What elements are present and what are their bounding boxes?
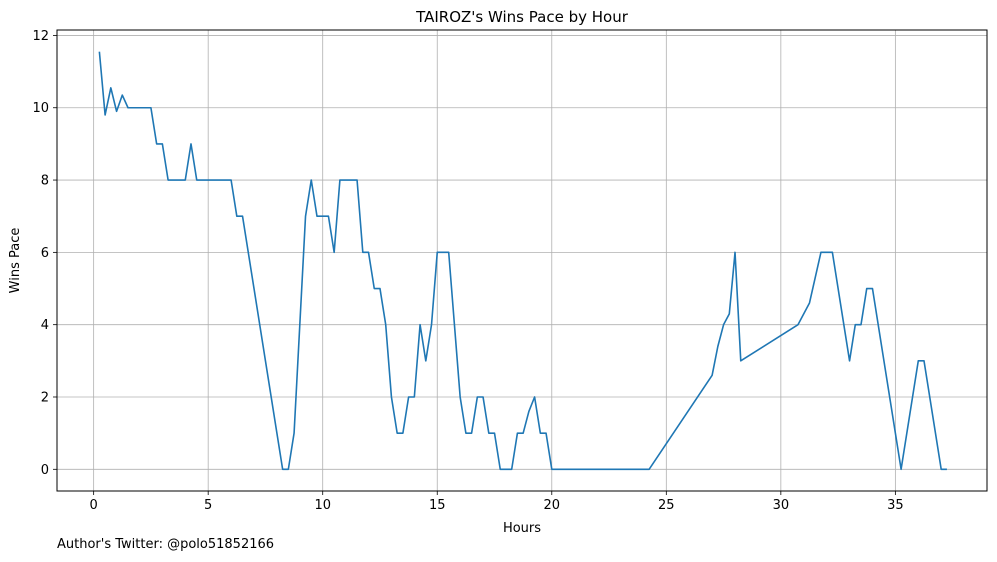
x-tick-label: 35 bbox=[887, 498, 904, 513]
grid bbox=[57, 30, 987, 491]
tick-layer: 0 5 10 15 20 25 30 35 0 2 4 6 8 10 12 bbox=[32, 29, 903, 513]
x-tick-label: 20 bbox=[544, 498, 561, 513]
y-axis-label: Wins Pace bbox=[8, 228, 23, 294]
y-tick-label: 4 bbox=[41, 318, 49, 333]
series-layer bbox=[98, 51, 947, 471]
series-line bbox=[98, 51, 947, 471]
x-tick-label: 25 bbox=[658, 498, 675, 513]
x-tick-label: 10 bbox=[314, 498, 331, 513]
author-footnote: Author's Twitter: @polo51852166 bbox=[57, 537, 275, 552]
y-tick-label: 12 bbox=[32, 29, 49, 44]
chart-title: TAIROZ's Wins Pace by Hour bbox=[415, 8, 629, 26]
plot-frame bbox=[56, 29, 988, 492]
y-tick-label: 8 bbox=[41, 174, 49, 189]
y-tick-label: 10 bbox=[32, 101, 49, 116]
x-tick-label: 0 bbox=[90, 498, 98, 513]
y-tick-label: 0 bbox=[41, 463, 49, 478]
x-axis-label: Hours bbox=[503, 521, 541, 536]
x-tick-label: 5 bbox=[204, 498, 212, 513]
x-tick-label: 30 bbox=[773, 498, 790, 513]
y-tick-label: 6 bbox=[41, 246, 49, 261]
y-tick-label: 2 bbox=[41, 390, 49, 405]
x-tick-label: 15 bbox=[429, 498, 446, 513]
